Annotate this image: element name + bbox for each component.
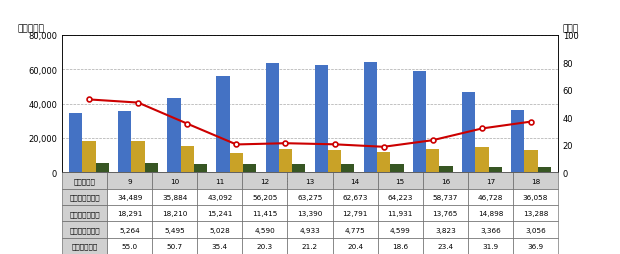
Bar	[216, 76, 229, 173]
Bar	[391, 165, 404, 173]
Bar	[525, 150, 538, 173]
Bar	[95, 164, 109, 173]
Bar	[364, 62, 377, 173]
Bar	[180, 147, 194, 173]
Bar	[144, 163, 158, 173]
Bar	[194, 164, 207, 173]
Bar	[229, 153, 243, 173]
Bar	[426, 149, 440, 173]
Bar	[131, 141, 144, 173]
Bar	[476, 147, 489, 173]
Bar	[462, 93, 476, 173]
Bar	[538, 167, 551, 173]
Bar	[118, 111, 131, 173]
Bar	[279, 150, 292, 173]
Text: （％）: （％）	[563, 24, 579, 33]
Bar	[265, 64, 279, 173]
Bar	[328, 151, 341, 173]
Bar	[511, 111, 525, 173]
Bar	[82, 141, 95, 173]
Bar	[243, 165, 256, 173]
Text: （件、人）: （件、人）	[17, 24, 44, 33]
Bar	[341, 165, 355, 173]
Bar	[413, 72, 426, 173]
Bar	[292, 164, 305, 173]
Bar	[377, 152, 391, 173]
Bar	[440, 166, 453, 173]
Bar	[315, 65, 328, 173]
Bar	[69, 114, 82, 173]
Bar	[489, 167, 502, 173]
Bar	[167, 99, 180, 173]
